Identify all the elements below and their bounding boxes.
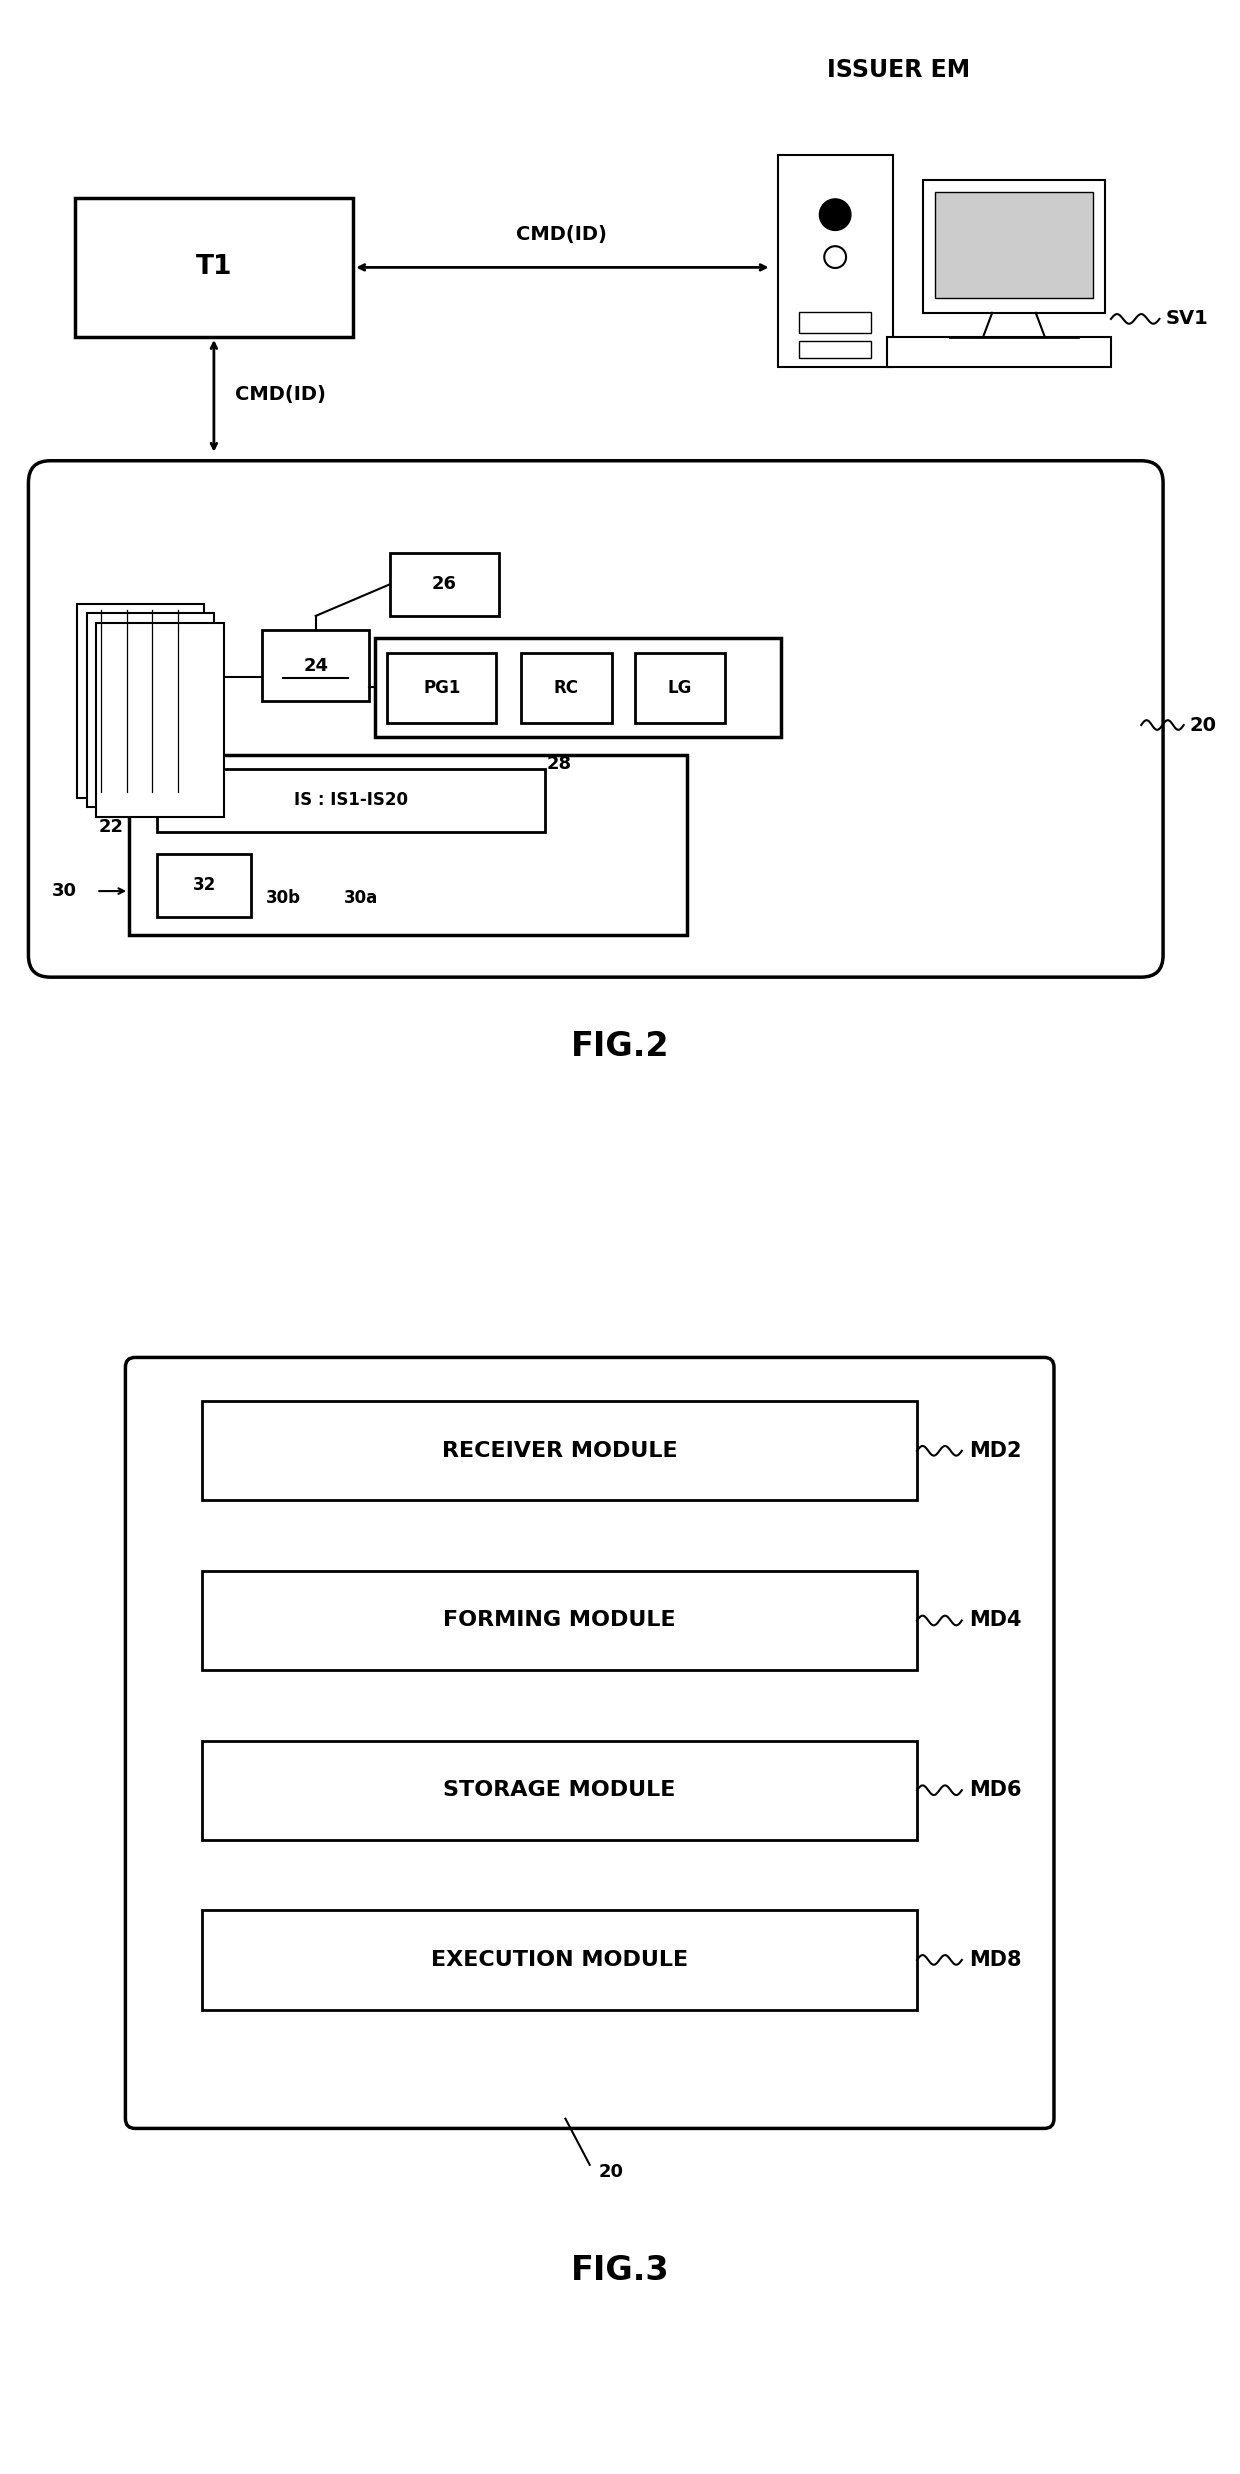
Text: 28: 28 — [547, 755, 572, 774]
Bar — [777, 156, 893, 369]
Text: 30a: 30a — [343, 888, 378, 908]
Bar — [77, 604, 205, 797]
FancyBboxPatch shape — [125, 1358, 1054, 2128]
Bar — [935, 190, 1092, 299]
Text: CMD(ID): CMD(ID) — [516, 225, 608, 245]
Bar — [129, 755, 687, 935]
Text: FIG.2: FIG.2 — [570, 1029, 670, 1064]
Bar — [887, 336, 1111, 369]
Bar — [387, 653, 496, 722]
Bar — [376, 638, 781, 737]
Text: MD4: MD4 — [970, 1611, 1022, 1630]
Text: 22: 22 — [99, 819, 124, 836]
Text: LG: LG — [668, 678, 692, 698]
Text: 20: 20 — [1189, 715, 1216, 735]
Bar — [202, 1400, 918, 1502]
Bar — [87, 614, 215, 807]
Text: SV1: SV1 — [1166, 309, 1208, 329]
Bar — [389, 552, 498, 616]
Bar — [521, 653, 611, 722]
Text: 32: 32 — [192, 876, 216, 893]
Text: RC: RC — [553, 678, 579, 698]
Bar — [202, 1742, 918, 1841]
FancyBboxPatch shape — [29, 460, 1163, 977]
Bar — [800, 312, 870, 334]
Bar — [97, 623, 223, 816]
Text: 26: 26 — [432, 576, 456, 594]
Bar — [923, 181, 1105, 312]
Text: ISSUER EM: ISSUER EM — [827, 59, 971, 82]
Text: MD8: MD8 — [970, 1950, 1022, 1969]
Text: RECEIVER MODULE: RECEIVER MODULE — [441, 1440, 677, 1460]
Text: MD6: MD6 — [970, 1781, 1022, 1801]
Text: 20: 20 — [598, 2162, 624, 2182]
Circle shape — [820, 198, 851, 230]
Bar — [202, 1571, 918, 1670]
Text: EXECUTION MODULE: EXECUTION MODULE — [430, 1950, 688, 1969]
Text: STORAGE MODULE: STORAGE MODULE — [443, 1781, 676, 1801]
Bar — [74, 198, 353, 336]
Text: T1: T1 — [196, 255, 232, 280]
Bar — [263, 631, 370, 700]
Text: CMD(ID): CMD(ID) — [234, 383, 325, 403]
Text: 24: 24 — [304, 656, 329, 675]
Bar — [157, 769, 544, 831]
Text: 30b: 30b — [267, 888, 301, 908]
Text: FIG.3: FIG.3 — [570, 2254, 670, 2286]
Bar — [202, 1910, 918, 2009]
Bar — [157, 854, 252, 915]
Bar — [635, 653, 725, 722]
Text: IS : IS1-IS20: IS : IS1-IS20 — [294, 792, 408, 809]
Text: PG1: PG1 — [423, 678, 460, 698]
Text: 30: 30 — [52, 883, 77, 901]
Text: MD2: MD2 — [970, 1440, 1022, 1460]
Text: FORMING MODULE: FORMING MODULE — [443, 1611, 676, 1630]
Bar — [800, 341, 870, 359]
